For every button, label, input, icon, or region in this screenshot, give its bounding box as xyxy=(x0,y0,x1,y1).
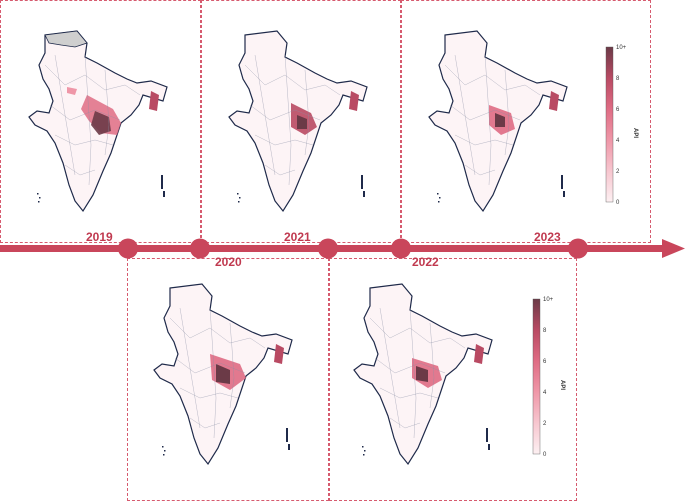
island-territories xyxy=(162,428,290,456)
colorbar-tick: 6 xyxy=(543,359,547,365)
india-outline xyxy=(153,283,293,466)
colorbar-ticks: 0 2 4 6 8 10+ xyxy=(543,297,554,458)
northeast-api-region xyxy=(549,91,559,111)
panel-2020 xyxy=(127,258,329,501)
timeline-marker-2021 xyxy=(318,238,338,259)
no-data-region xyxy=(44,30,88,48)
district-boundaries xyxy=(244,54,341,186)
district-boundaries xyxy=(444,54,541,186)
colorbar-tick: 0 xyxy=(543,452,547,458)
panel-2023 xyxy=(401,0,651,243)
year-label-2021: 2021 xyxy=(284,230,311,244)
colorbar-tick: 8 xyxy=(616,76,620,82)
colorbar-bottom: 0 2 4 6 8 10+ API xyxy=(532,297,565,458)
colorbar-tick: 4 xyxy=(616,138,620,144)
panel-2021 xyxy=(201,0,401,243)
timeline-arrowhead-icon xyxy=(662,239,685,258)
year-label-2019: 2019 xyxy=(86,230,113,244)
timeline-marker-2022 xyxy=(391,238,411,259)
district-boundaries xyxy=(169,307,266,439)
district-boundaries xyxy=(369,307,466,439)
india-outline xyxy=(28,30,168,213)
year-label-2023: 2023 xyxy=(534,230,561,244)
island-territories xyxy=(362,428,490,456)
highest-api-region xyxy=(495,113,505,127)
map-2019 xyxy=(28,30,168,213)
colorbar-tick: 10+ xyxy=(616,45,627,51)
colorbar-tick: 6 xyxy=(616,107,620,113)
colorbar-gradient xyxy=(532,298,541,455)
northeast-api-region xyxy=(474,344,484,364)
colorbar-ticks: 0 2 4 6 8 10+ xyxy=(616,45,627,206)
map-2021 xyxy=(228,30,368,213)
colorbar-tick: 10+ xyxy=(543,297,554,303)
highest-api-region xyxy=(216,364,230,384)
highest-api-region xyxy=(91,111,111,135)
map-2022 xyxy=(353,283,493,466)
colorbar-tick: 8 xyxy=(543,328,547,334)
colorbar-label: API xyxy=(632,128,638,138)
colorbar-label: API xyxy=(559,380,565,390)
map-2023 xyxy=(428,30,568,213)
northeast-api-region xyxy=(349,91,359,111)
highest-api-region xyxy=(416,366,428,382)
colorbar-tick: 4 xyxy=(543,390,547,396)
map-2020 xyxy=(153,283,293,466)
colorbar-gradient xyxy=(605,46,614,203)
northeast-api-region xyxy=(274,344,284,364)
india-outline xyxy=(353,283,493,466)
timeline-marker-2023 xyxy=(568,238,588,259)
year-label-2020: 2020 xyxy=(215,255,242,269)
colorbar-tick: 2 xyxy=(543,421,547,427)
colorbar-tick: 2 xyxy=(616,169,620,175)
island-territories xyxy=(437,175,565,203)
india-outline xyxy=(228,30,368,213)
panel-2022 xyxy=(329,258,577,501)
island-territories xyxy=(237,175,365,203)
central-api-region xyxy=(67,87,77,95)
year-label-2022: 2022 xyxy=(412,255,439,269)
timeline-marker-2019 xyxy=(118,238,138,259)
timeline xyxy=(0,238,685,259)
colorbar-tick: 0 xyxy=(616,200,620,206)
timeline-marker-2020 xyxy=(190,238,210,259)
district-boundaries xyxy=(44,54,141,186)
highest-api-region xyxy=(297,115,307,129)
colorbar-top: 0 2 4 6 8 10+ API xyxy=(605,45,638,206)
northeast-api-region xyxy=(149,91,159,111)
island-territories xyxy=(37,175,165,203)
panel-2019 xyxy=(0,0,201,243)
india-outline xyxy=(428,30,568,213)
